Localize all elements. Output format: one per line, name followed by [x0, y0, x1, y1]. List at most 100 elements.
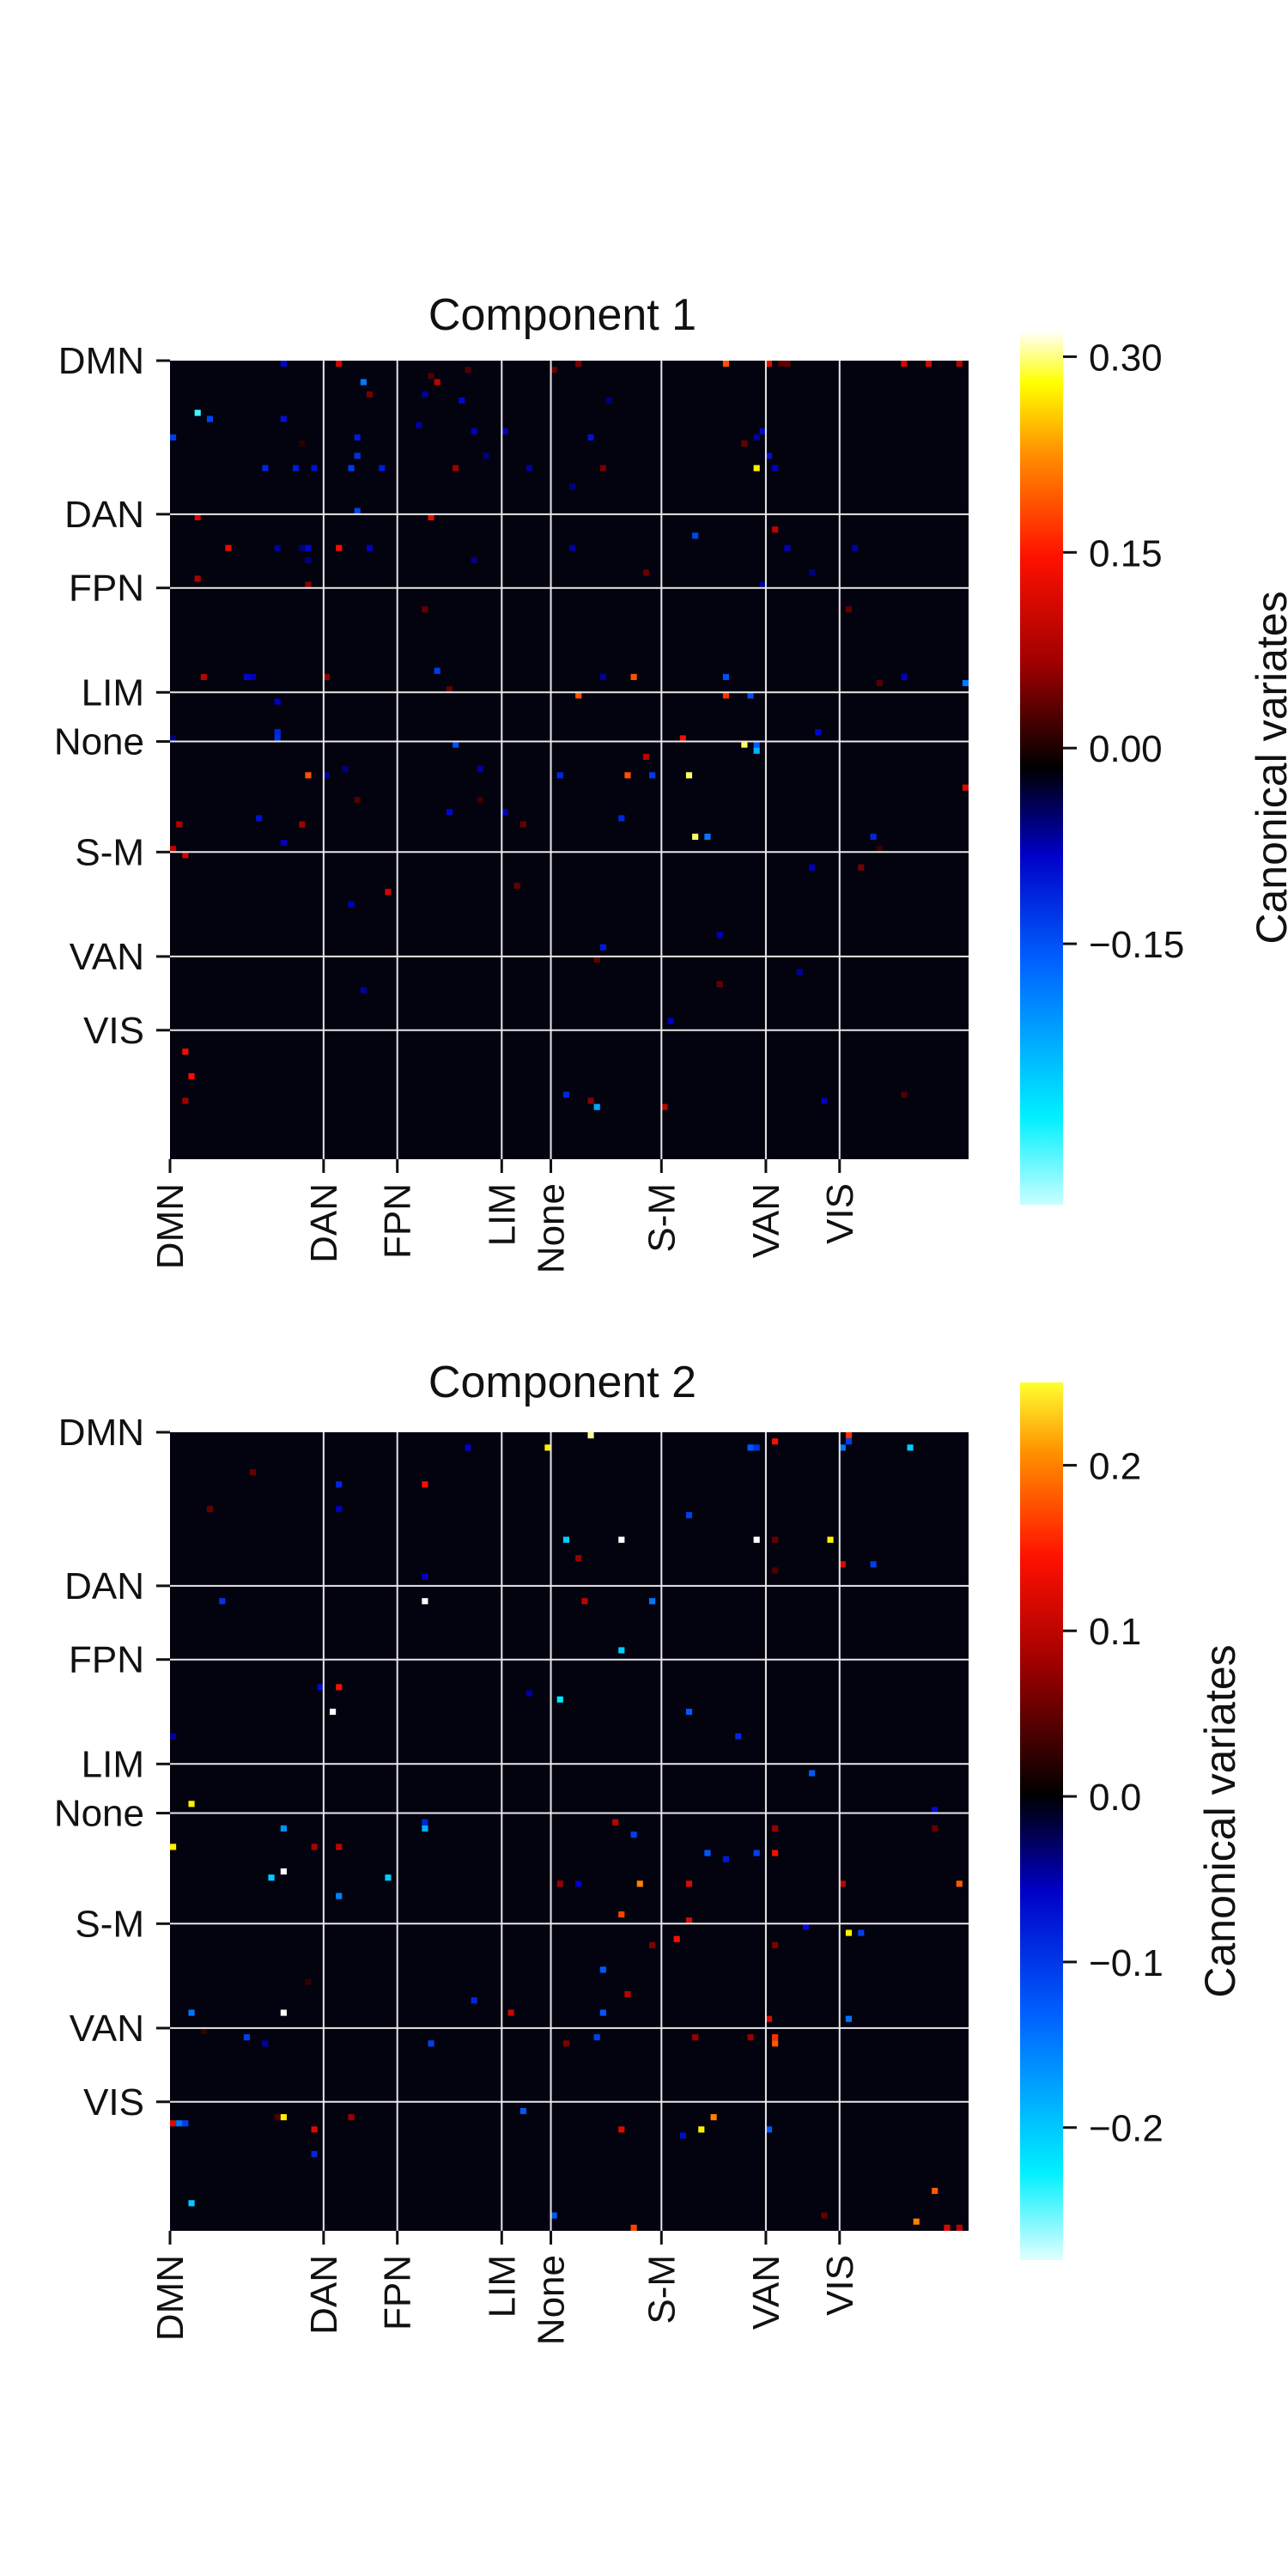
- heatmap-cell: [692, 2034, 699, 2041]
- heatmap-cell: [962, 680, 969, 687]
- heatmap-cell: [587, 1432, 594, 1439]
- heatmap-cell: [256, 815, 263, 822]
- heatmap-cell: [784, 361, 791, 368]
- y-tick-label: VIS: [83, 1010, 144, 1052]
- heatmap-cell: [360, 379, 367, 386]
- heatmap-cell: [845, 1929, 853, 1936]
- heatmap-cell: [182, 1048, 189, 1055]
- heatmap-cell: [262, 2040, 269, 2047]
- colorbar-tick-label: 0.2: [1089, 1445, 1141, 1487]
- heatmap-cell: [809, 864, 816, 871]
- heatmap-cell: [956, 1880, 963, 1887]
- heatmap-cell: [280, 1825, 287, 1832]
- heatmap-cell: [815, 729, 822, 736]
- heatmap-cell: [250, 1468, 257, 1476]
- heatmap-cell: [311, 2126, 318, 2133]
- x-tick-label: S-M: [641, 1183, 683, 1253]
- heatmap-cell: [772, 465, 779, 471]
- heatmap-cell: [698, 2126, 705, 2133]
- heatmap-cell: [821, 1097, 828, 1104]
- heatmap-cell: [692, 833, 699, 840]
- heatmap-cell: [772, 1567, 779, 1574]
- colorbar-tick-label: 0.1: [1089, 1611, 1141, 1653]
- heatmap-cell: [667, 1018, 674, 1024]
- heatmap-cell: [513, 883, 520, 890]
- heatmap-cell: [422, 1819, 428, 1826]
- heatmap-cell: [194, 575, 201, 582]
- heatmap-cell: [685, 1880, 693, 1887]
- heatmap-cell: [311, 2151, 318, 2158]
- heatmap-cell: [471, 428, 477, 434]
- heatmap-cell: [422, 391, 428, 398]
- colorbar-tick-label: −0.2: [1089, 2108, 1163, 2150]
- heatmap-cell: [305, 544, 312, 551]
- heatmap-cell: [679, 735, 686, 742]
- heatmap-cell: [305, 581, 312, 588]
- heatmap-cell: [176, 821, 183, 828]
- heatmap-cell: [385, 1874, 392, 1881]
- heatmap-cell: [170, 735, 177, 742]
- colorbar-gradient: [1020, 1382, 1063, 2260]
- heatmap-cell: [446, 686, 453, 693]
- heatmap-cell: [575, 1880, 582, 1887]
- heatmap-cell: [753, 1850, 760, 1856]
- chart-title: Component 2: [428, 1358, 696, 1407]
- heatmap-cell: [593, 956, 600, 963]
- heatmap-cell: [772, 1850, 779, 1856]
- heatmap-cell: [704, 1850, 711, 1856]
- heatmap-cell: [385, 889, 392, 896]
- heatmap-cell: [796, 969, 803, 975]
- heatmap-cell: [839, 1561, 846, 1568]
- heatmap-cell: [562, 2040, 569, 2047]
- x-tick-label: LIM: [481, 1183, 523, 1246]
- heatmap-cell: [913, 2218, 920, 2225]
- heatmap-cell: [170, 434, 177, 440]
- heatmap-cell: [599, 1966, 606, 1973]
- heatmap-cell: [624, 772, 631, 779]
- heatmap-cell: [599, 465, 606, 471]
- heatmap-cell: [274, 544, 281, 551]
- heatmap-cell: [422, 1598, 428, 1605]
- heatmap-cell: [636, 1880, 643, 1887]
- heatmap-cell: [876, 680, 883, 687]
- heatmap-cell: [630, 673, 637, 680]
- heatmap-cell: [759, 581, 766, 588]
- heatmap-cell: [784, 544, 791, 551]
- heatmap-cell: [753, 465, 760, 471]
- heatmap-cell: [759, 428, 766, 434]
- colorbar-tick-label: 0.15: [1089, 532, 1163, 574]
- heatmap-cell: [519, 821, 526, 828]
- y-tick-label: DMN: [58, 340, 144, 382]
- colorbar: 0.2 0.1 0.0 −0.1 −0.2 Canonical variates: [1020, 1382, 1244, 2260]
- x-tick-label: DAN: [303, 2255, 345, 2335]
- heatmap-cell: [575, 692, 582, 699]
- heatmap-cell: [956, 361, 963, 368]
- heatmap-cell: [722, 673, 729, 680]
- heatmap-cell: [556, 1696, 563, 1703]
- heatmap-cell: [765, 361, 773, 368]
- heatmap-cell: [765, 453, 773, 459]
- heatmap-cell: [735, 1733, 742, 1740]
- colorbar-tick-label: −0.15: [1089, 924, 1184, 966]
- y-tick-label: LIM: [82, 1743, 144, 1785]
- heatmap-cell: [722, 692, 729, 699]
- heatmap-cell: [932, 2187, 939, 2195]
- heatmap-cell: [354, 434, 361, 440]
- heatmap-cell: [907, 1444, 914, 1451]
- heatmap-cell: [809, 1770, 816, 1777]
- heatmap-cell: [630, 1832, 637, 1838]
- heatmap-cell: [483, 453, 489, 459]
- heatmap-cell: [274, 2114, 281, 2121]
- heatmap-cell: [618, 1536, 625, 1543]
- y-tick-label: LIM: [82, 671, 144, 714]
- heatmap-cell: [556, 772, 563, 779]
- heatmap-plot: [170, 361, 969, 1159]
- heatmap-cell: [747, 2034, 754, 2041]
- heatmap-cell: [336, 1481, 343, 1488]
- colorbar-label: Canonical variates: [1248, 591, 1288, 944]
- heatmap-cell: [624, 1991, 631, 1998]
- heatmap-cell: [741, 741, 748, 748]
- heatmap-cell: [839, 1444, 846, 1451]
- heatmap-cell: [188, 2009, 195, 2016]
- heatmap-cell: [618, 2126, 625, 2133]
